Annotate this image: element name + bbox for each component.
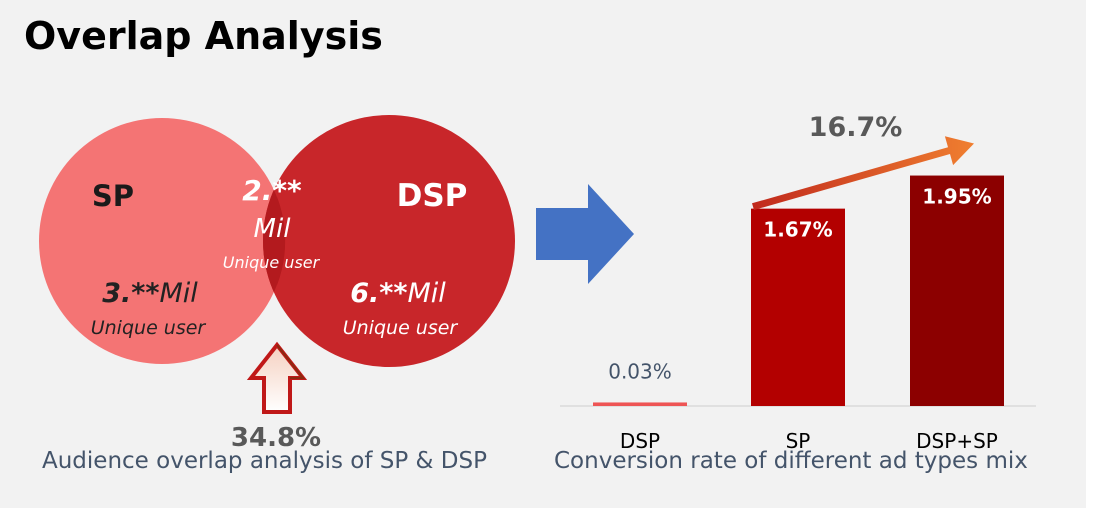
trend-arrow-icon bbox=[752, 136, 974, 210]
x-tick-sp: SP bbox=[786, 429, 811, 453]
venn-caption: Audience overlap analysis of SP & DSP bbox=[42, 448, 487, 474]
right-arrow-icon bbox=[536, 184, 634, 284]
bar-dsp-sp bbox=[910, 175, 1004, 406]
dsp-circle bbox=[263, 115, 515, 367]
dsp-count: 6.**Mil bbox=[350, 278, 446, 309]
dsp-sub-label: Unique user bbox=[343, 317, 459, 339]
data-label-dsp: 0.03% bbox=[608, 359, 672, 383]
dsp-count-unit: Mil bbox=[407, 278, 446, 309]
overlap-sub-label: Unique user bbox=[223, 253, 321, 272]
chart-caption: Conversion rate of different ad types mi… bbox=[554, 448, 1028, 474]
dsp-set-label: DSP bbox=[397, 178, 468, 214]
data-label-dsp-sp: 1.95% bbox=[922, 185, 991, 209]
bar-sp bbox=[751, 208, 845, 406]
venn-diagram: SP DSP 3.**Mil Unique user 2.** Mil Uniq… bbox=[39, 115, 515, 450]
up-arrow-shadow bbox=[276, 344, 306, 379]
sp-count: 3.**Mil bbox=[102, 278, 198, 309]
page-title: Overlap Analysis bbox=[24, 14, 383, 58]
bar-dsp bbox=[593, 402, 687, 406]
sp-sub-label: Unique user bbox=[91, 317, 207, 339]
dsp-count-value: 6.** bbox=[350, 278, 407, 309]
overlap-percentage: 34.8% bbox=[231, 423, 321, 450]
trend-annotation: 16.7% bbox=[809, 112, 903, 143]
sp-circle bbox=[39, 118, 285, 364]
x-tick-dsp: DSP bbox=[620, 429, 660, 453]
data-label-sp: 1.67% bbox=[763, 218, 832, 242]
overlap-count-value: 2.** bbox=[242, 174, 302, 207]
sp-set-label: SP bbox=[92, 179, 134, 213]
overlap-count-unit: Mil bbox=[254, 214, 292, 244]
x-tick-dsp-sp: DSP+SP bbox=[916, 429, 998, 453]
sp-count-unit: Mil bbox=[159, 278, 198, 309]
sp-count-value: 3.** bbox=[102, 278, 159, 309]
conversion-bar-chart: 0.03% DSP 1.67% SP 1.95% DSP+SP 16.7% bbox=[560, 112, 1036, 453]
